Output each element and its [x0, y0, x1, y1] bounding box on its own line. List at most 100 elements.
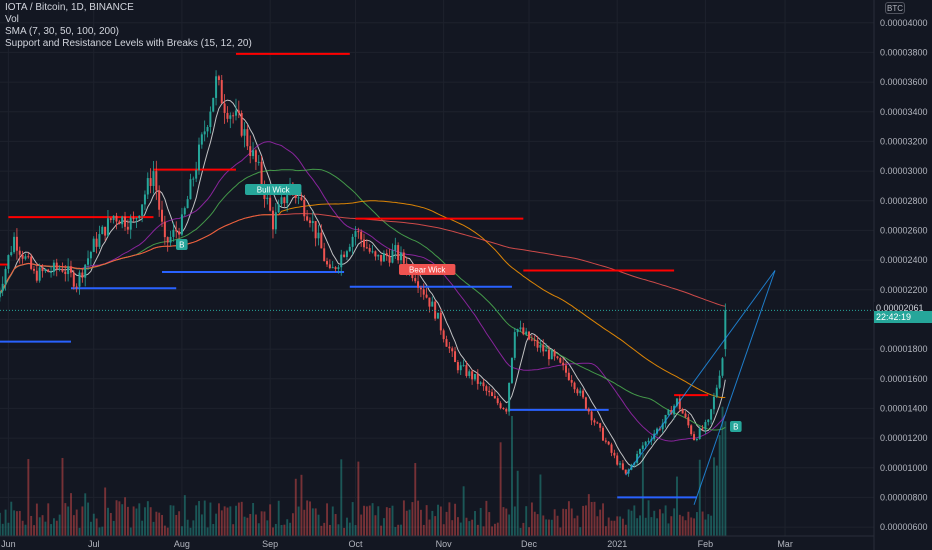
volume-bar — [627, 509, 630, 536]
volume-bar — [0, 512, 1, 536]
volume-bar — [602, 503, 604, 536]
candle-body — [428, 297, 431, 307]
candle-body — [243, 129, 246, 136]
candle-body — [206, 127, 209, 132]
volume-bar — [92, 513, 95, 536]
volume-bar — [667, 523, 670, 536]
volume-bar — [468, 521, 471, 536]
volume-bar — [482, 526, 485, 536]
volume-bar — [388, 507, 391, 536]
volume-bar — [488, 512, 491, 536]
candle-body — [129, 217, 132, 230]
candle-body — [542, 345, 545, 352]
volume-bar — [269, 504, 272, 536]
volume-bar — [363, 505, 366, 536]
candle-body — [223, 103, 226, 113]
price-tick-label: 0.00000800 — [880, 492, 928, 502]
volume-bar — [661, 513, 664, 536]
candle-body — [570, 379, 573, 383]
price-tick-label: 0.00002200 — [880, 285, 928, 295]
candle-body — [308, 220, 311, 224]
candle-body — [422, 289, 425, 295]
volume-bar — [98, 527, 101, 536]
volume-bar — [539, 474, 542, 536]
volume-bar — [556, 515, 559, 536]
break-label-2-text: B — [733, 423, 738, 432]
volume-bar — [166, 527, 169, 536]
volume-bar — [249, 513, 252, 536]
volume-bar — [607, 517, 610, 536]
volume-bar — [465, 517, 468, 536]
candle-body — [229, 115, 232, 119]
price-axis[interactable]: 0.00000600 0.00000800 0.00001000 0.00001200… — [873, 0, 928, 550]
volume-bar — [530, 502, 533, 536]
volume-bar — [718, 435, 721, 536]
grid-lines — [0, 0, 874, 536]
candle-body — [661, 423, 664, 430]
volume-bar — [78, 527, 81, 536]
candle-body — [323, 248, 326, 262]
time-tick-label: Dec — [521, 539, 538, 549]
time-axis[interactable]: Jun Jul Aug Sep Oct Nov Dec 2021 Feb Mar — [0, 535, 874, 549]
volume-bar — [280, 524, 283, 536]
volume-bar — [525, 506, 528, 536]
currency-badge[interactable]: BTC — [885, 2, 905, 14]
candle-body — [283, 197, 286, 204]
volume-bar — [411, 502, 414, 536]
volume-bar — [695, 512, 698, 536]
candle-body — [394, 245, 397, 251]
volume-bar — [323, 522, 326, 536]
time-tick-label: Nov — [436, 539, 453, 549]
break-label-1-bg — [176, 239, 188, 250]
indicator-legend[interactable]: Support and Resistance Levels with Break… — [5, 38, 252, 49]
time-tick-label: Jul — [88, 539, 100, 549]
volume-bar — [263, 511, 266, 536]
volume-bar — [613, 520, 616, 536]
candle-body — [186, 199, 189, 209]
volume-bar — [13, 510, 16, 536]
volume-bar — [260, 511, 263, 536]
volume-bar — [707, 514, 710, 536]
candle-body — [482, 382, 485, 387]
candle-body — [621, 463, 624, 470]
volume-bar — [582, 505, 585, 536]
volume-bar — [414, 463, 417, 536]
candle-body — [18, 250, 21, 255]
candle-body — [61, 269, 64, 272]
volume-bar — [371, 503, 374, 536]
volume-bar — [104, 487, 107, 536]
candle-body — [200, 134, 203, 145]
candle-body — [547, 349, 550, 360]
candle-body — [13, 236, 16, 253]
candle-body — [343, 254, 346, 257]
candle-body — [178, 231, 181, 235]
candle-body — [473, 373, 476, 380]
volume-bar — [431, 510, 434, 536]
candle-body — [143, 194, 146, 205]
candle-body — [50, 271, 53, 273]
volume-bar — [550, 519, 553, 536]
candle-body — [638, 449, 641, 454]
candle-body — [52, 262, 55, 272]
volume-bar — [115, 500, 118, 536]
price-tick-label: 0.00003000 — [880, 166, 928, 176]
volume-legend[interactable]: Vol — [5, 14, 19, 25]
candle-body — [562, 362, 565, 366]
time-tick-label: Aug — [174, 539, 190, 549]
candle-body — [215, 76, 218, 98]
candle-body — [451, 348, 454, 352]
candle-body — [579, 390, 582, 394]
candle-body — [0, 291, 1, 298]
volume-bar — [195, 505, 198, 536]
symbol-title[interactable]: IOTA / Bitcoin, 1D, BINANCE — [5, 2, 134, 13]
candle-body — [246, 129, 249, 147]
candle-body — [163, 221, 166, 238]
volume-bar — [286, 519, 289, 536]
volume-bar — [181, 526, 183, 536]
volume-bar — [64, 503, 67, 536]
candle-body — [724, 310, 727, 350]
candle-body — [15, 236, 18, 251]
candle-body — [126, 226, 129, 230]
sma-legend[interactable]: SMA (7, 30, 50, 100, 200) — [5, 26, 119, 37]
